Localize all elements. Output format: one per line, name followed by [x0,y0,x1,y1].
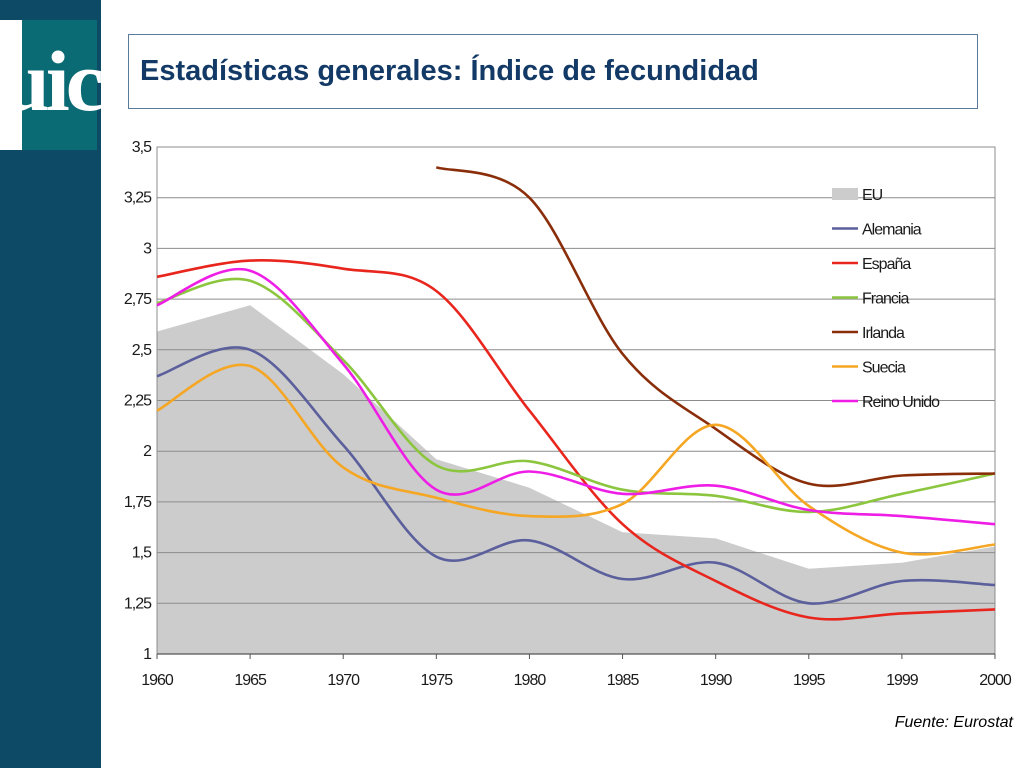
legend-swatch-eu [832,188,858,200]
y-tick-label: 2,75 [124,291,152,308]
logo-text: uic [2,33,104,129]
series-line-irlanda [435,166,996,488]
x-tick-label: 1975 [421,672,454,689]
y-tick-label: 1 [143,646,152,663]
source-note: Fuente: Eurostat [894,714,1013,731]
legend-label: EU [862,187,883,204]
y-tick-label: 1,75 [124,494,152,511]
x-tick-label: 1965 [234,672,267,689]
eu-area [157,305,995,654]
lines-layer [156,166,996,621]
x-tick-label: 1980 [514,672,547,689]
series-line-suecia [156,363,996,556]
series-line-reino-unido [156,267,996,526]
legend-label: Alemania [862,222,922,239]
legend-label: Irlanda [862,325,905,342]
series-line-españa [156,259,996,621]
sidebar: uic [0,0,104,768]
x-tick-label: 1970 [327,672,360,689]
x-tick-label: 1995 [793,672,826,689]
title-box: Estadísticas generales: Índice de fecund… [128,34,978,109]
x-tick-label: 1985 [607,672,640,689]
legend: EU Alemania España Francia Irlanda Suecia Rein… [832,187,941,411]
uic-logo: uic [0,20,104,150]
x-tick-label: 2000 [979,672,1012,689]
y-tick-label: 1,25 [124,595,152,612]
y-tick-label: 3,5 [132,139,152,156]
axis-layer: 1 1,25 1,5 1,75 2 2,25 2,5 2,75 3 3,25 3,5 1960 1965… [124,139,1013,689]
y-tick-label: 2,5 [132,342,152,359]
series-line-francia [156,277,996,514]
slide-title: Estadísticas generales: Índice de fecund… [140,55,759,87]
series-line-alemania [156,346,996,605]
x-tick-label: 1999 [886,672,919,689]
y-tick-label: 2 [143,443,152,460]
logo-white-bar [0,20,22,150]
fertility-chart: 1 1,25 1,5 1,75 2 2,25 2,5 2,75 3 3,25 3,5 1960 1965… [124,139,1013,689]
x-tick-label: 1990 [700,672,733,689]
eu-area-layer [157,305,995,654]
y-tick-label: 1,5 [132,545,152,562]
y-tick-label: 3 [143,240,152,257]
y-tick-label: 3,25 [124,190,152,207]
x-tick-label: 1960 [141,672,174,689]
legend-label: Suecia [862,360,906,377]
legend-label: España [862,256,911,273]
legend-label: Francia [862,291,909,308]
y-tick-label: 2,25 [124,393,152,410]
legend-label: Reino Unido [862,394,940,411]
